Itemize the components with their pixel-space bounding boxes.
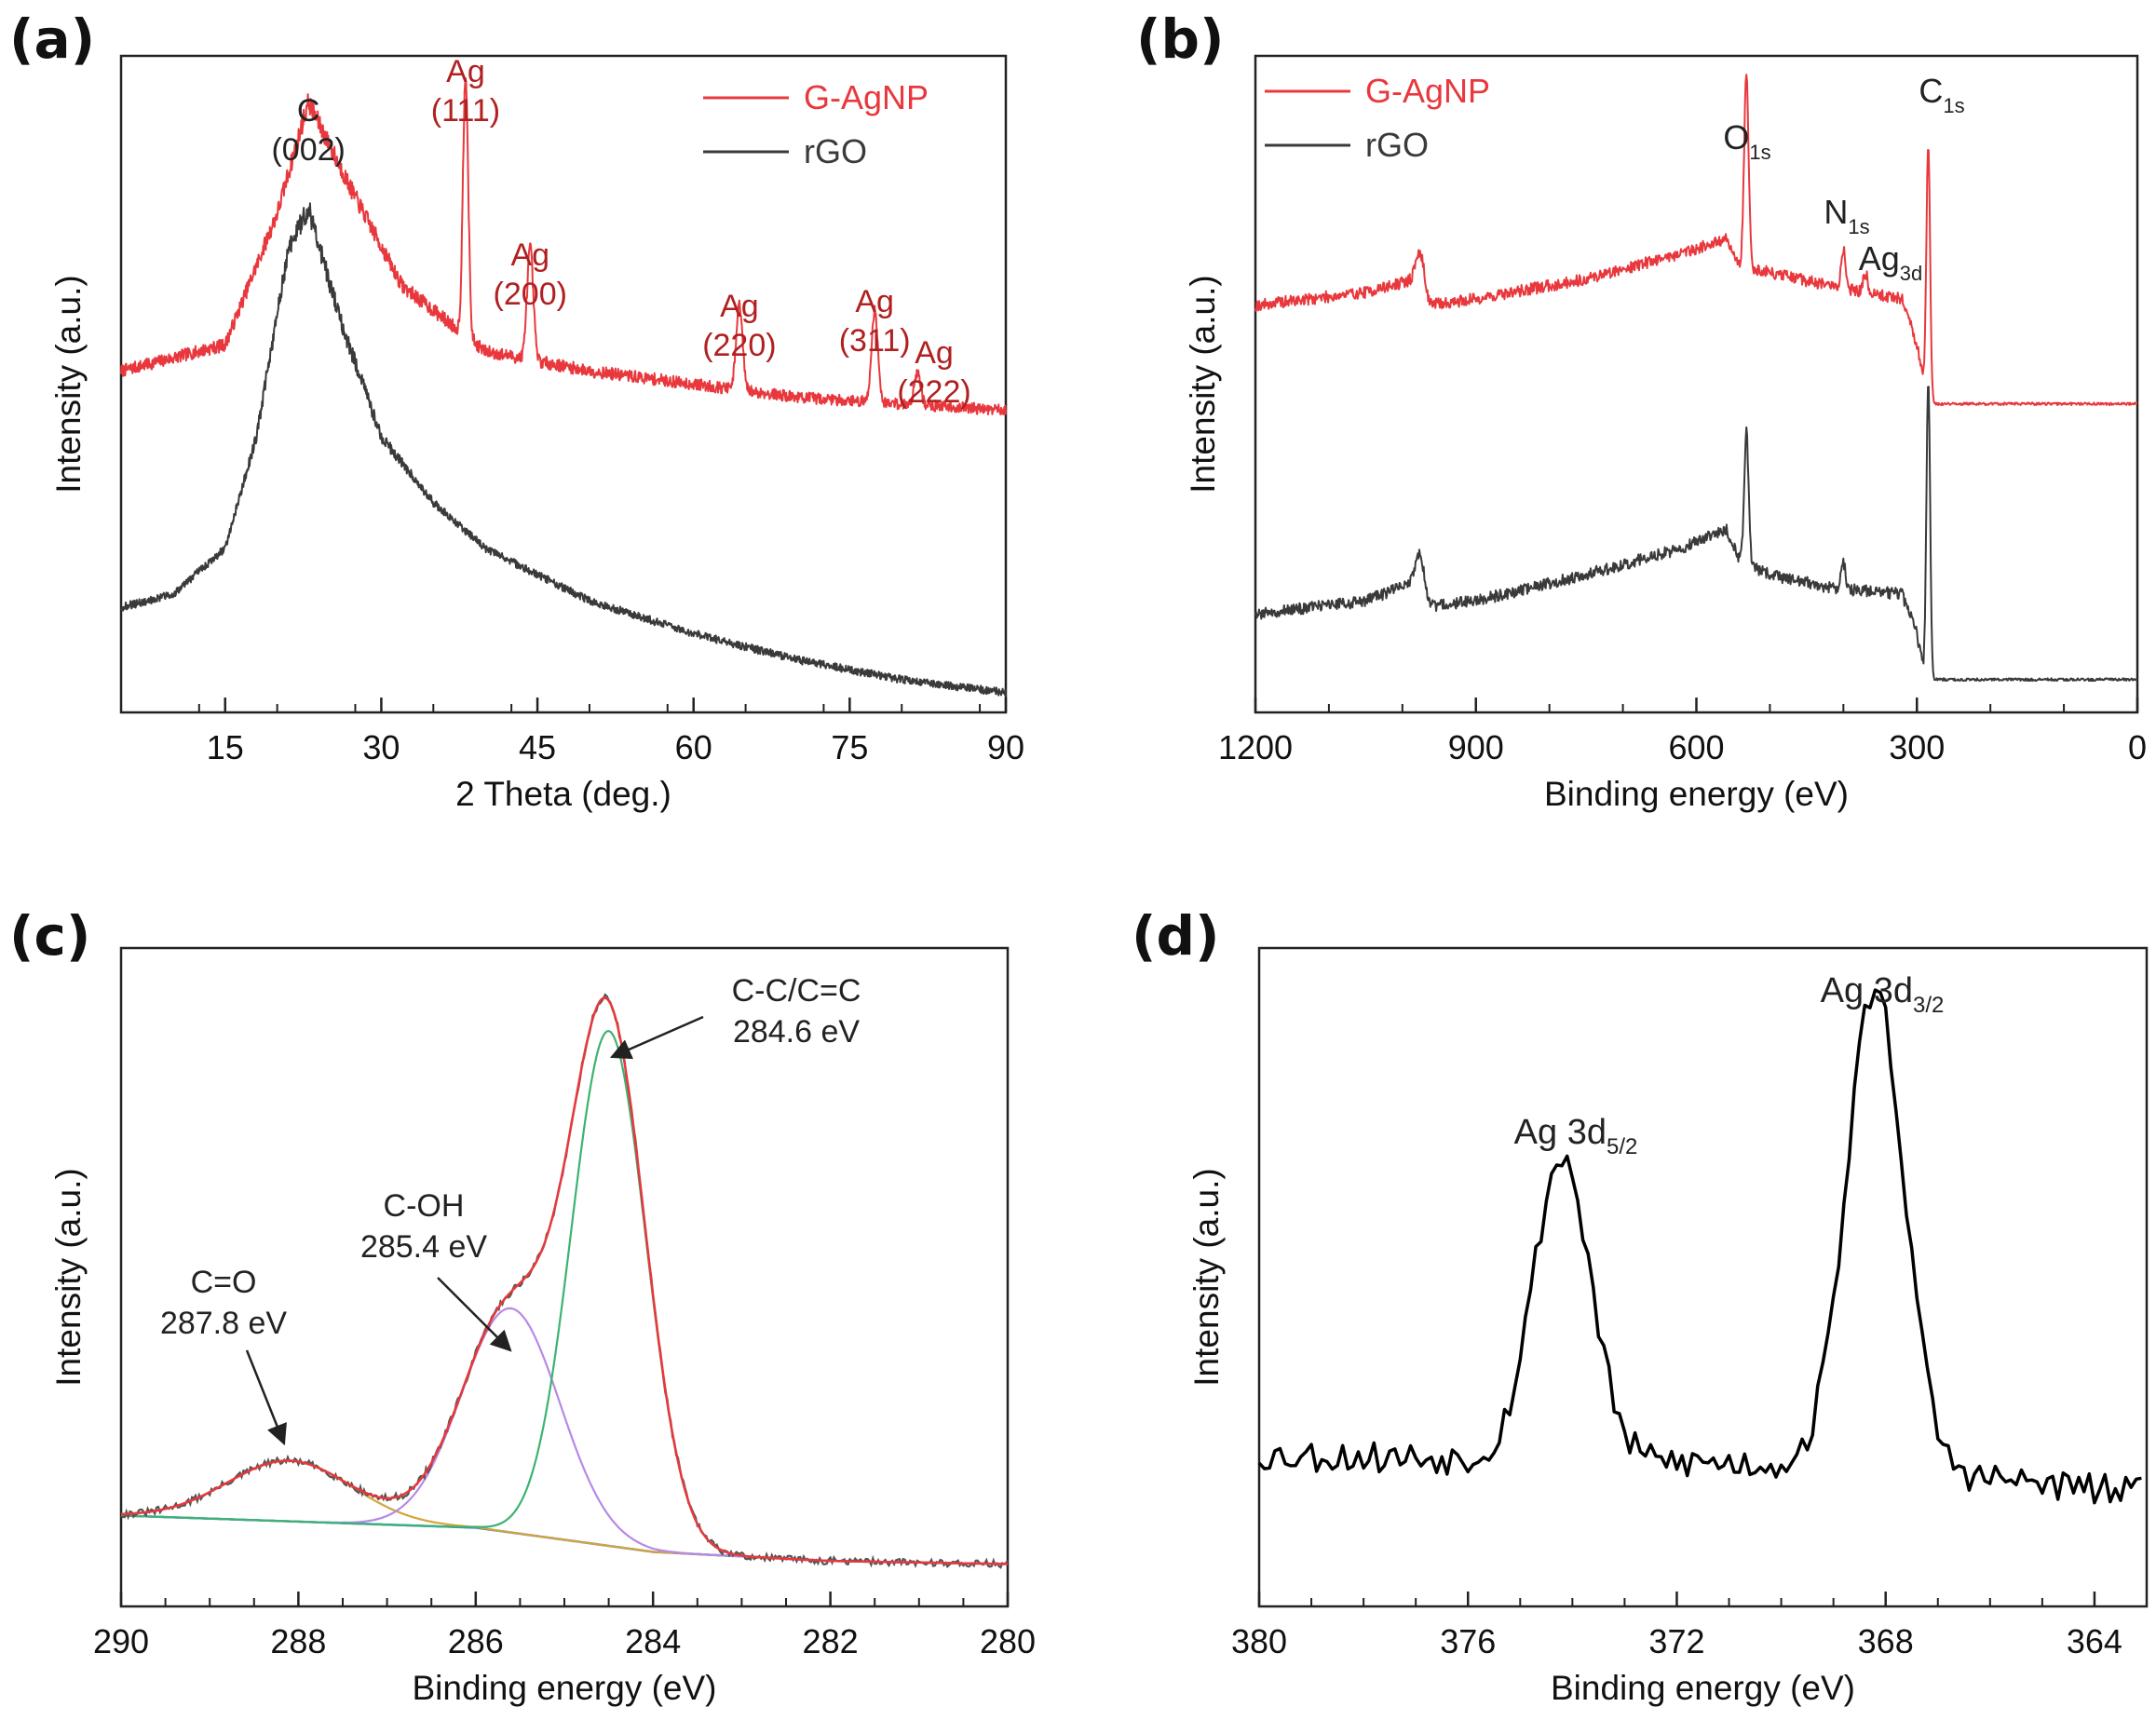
legend-label: G-AgNP [804, 78, 929, 116]
peak-label: 285.4 eV [360, 1229, 487, 1265]
peak-label: (002) [271, 132, 345, 168]
peak-label-main: Ag [1859, 239, 1900, 278]
component-c-o [120, 1459, 1009, 1565]
peak-label-sub: 3/2 [1913, 993, 1944, 1018]
series-line-g-agnp [1254, 74, 2138, 407]
peak-label: N1s [1824, 193, 1869, 238]
series-line-g-agnp [120, 77, 1007, 416]
peak-label: Ag 3d5/2 [1514, 1113, 1638, 1159]
x-tick-label: 376 [1440, 1622, 1496, 1660]
peak-label-main: N [1824, 193, 1848, 231]
x-tick-label: 15 [207, 728, 244, 766]
legend-label: rGO [804, 132, 867, 170]
peak-label: Ag [720, 289, 759, 324]
peak-label-sub: 1s [1848, 215, 1869, 238]
y-axis-title: Intensity (a.u.) [49, 1168, 88, 1386]
x-axis-title: Binding energy (eV) [1544, 775, 1849, 813]
fit-envelope [120, 996, 1009, 1565]
y-axis-title: Intensity (a.u.) [49, 275, 88, 493]
x-tick-label: 280 [980, 1622, 1036, 1660]
panel-label: (a) [9, 7, 95, 71]
peak-label: C [297, 93, 320, 129]
peak-label: Ag [855, 284, 894, 319]
y-axis-title: Intensity (a.u.) [1187, 1168, 1226, 1386]
panel-c: (c) 290 288 286 284 282 280 Binding energy (eV)… [9, 904, 1036, 1707]
peak-label-main: O [1723, 118, 1749, 156]
peak-label: Ag [446, 54, 485, 89]
component-c-oh [120, 1307, 1009, 1565]
annotation-arrow [609, 1015, 704, 1060]
x-tick-label: 284 [625, 1622, 681, 1660]
peak-label: (200) [494, 277, 567, 312]
peak-label: Ag 3d3/2 [1821, 971, 1945, 1018]
panel-label: (d) [1132, 904, 1220, 968]
panel-a: (a) 15 30 45 60 75 90 2 Theta (deg.) Intensity (… [9, 7, 1024, 813]
peak-label: (220) [702, 328, 776, 363]
peak-label: Ag [510, 237, 549, 273]
series-line-ag-3d [1257, 988, 2142, 1505]
x-axis-title: 2 Theta (deg.) [455, 775, 671, 813]
series-line-rgo [1254, 386, 2138, 683]
legend-label: G-AgNP [1365, 72, 1490, 110]
peak-label: (311) [839, 323, 911, 359]
peak-label: 284.6 eV [733, 1014, 860, 1050]
peak-label: C=O [191, 1265, 257, 1300]
x-tick-label: 45 [519, 728, 556, 766]
legend-label: rGO [1365, 126, 1429, 164]
annotation-arrow [437, 1277, 512, 1352]
y-axis-title: Intensity (a.u.) [1184, 275, 1222, 493]
peak-label-sub: 5/2 [1607, 1134, 1637, 1159]
peak-label-main: Ag 3d [1821, 971, 1913, 1010]
series-line-rgo [120, 202, 1007, 697]
x-axis-title: Binding energy (eV) [1551, 1669, 1855, 1707]
x-tick-label: 288 [270, 1622, 326, 1660]
x-tick-label: 372 [1648, 1622, 1704, 1660]
x-tick-label: 75 [831, 728, 868, 766]
peak-label: (222) [897, 374, 970, 410]
x-tick-label: 300 [1889, 728, 1945, 766]
x-axis-title: Binding energy (eV) [412, 1669, 716, 1707]
x-tick-label: 286 [448, 1622, 504, 1660]
plot-frame [119, 54, 1008, 714]
x-tick-label: 364 [2067, 1622, 2122, 1660]
x-tick-label: 600 [1668, 728, 1724, 766]
panel-label: (b) [1136, 7, 1225, 71]
peak-label: 287.8 eV [160, 1306, 287, 1341]
peak-label: Ag [915, 335, 954, 371]
x-tick-label: 30 [362, 728, 400, 766]
annotation-arrow [245, 1349, 287, 1446]
peak-label: O1s [1723, 118, 1770, 164]
x-tick-label: 380 [1231, 1622, 1287, 1660]
peak-label: (111) [431, 93, 500, 129]
panel-label: (c) [9, 904, 90, 968]
x-tick-label: 282 [803, 1622, 859, 1660]
peak-label-sub: 3d [1900, 262, 1922, 285]
x-tick-label: 60 [675, 728, 712, 766]
peak-label: Ag3d [1859, 239, 1923, 285]
peak-label-sub: 1s [1943, 94, 1964, 117]
peak-label: C-C/C=C [732, 973, 861, 1009]
x-tick-label: 90 [987, 728, 1024, 766]
x-tick-label: 900 [1448, 728, 1504, 766]
x-tick-label: 290 [93, 1622, 149, 1660]
x-tick-label: 368 [1858, 1622, 1914, 1660]
x-tick-label: 1200 [1218, 728, 1293, 766]
peak-label: C-OH [384, 1188, 465, 1224]
peak-label-main: Ag 3d [1514, 1113, 1607, 1152]
panel-b: (b) 1200 900 600 300 0 Binding energy (eV) Inte… [1136, 7, 2147, 813]
peak-label: C1s [1919, 72, 1964, 117]
plot-frame [1257, 946, 2149, 1608]
peak-label-main: C [1919, 72, 1943, 110]
peak-label-sub: 1s [1749, 141, 1770, 164]
x-tick-label: 0 [2128, 728, 2147, 766]
panel-d: (d) 380 376 372 368 364 Binding energy (eV) Int… [1132, 904, 2149, 1707]
